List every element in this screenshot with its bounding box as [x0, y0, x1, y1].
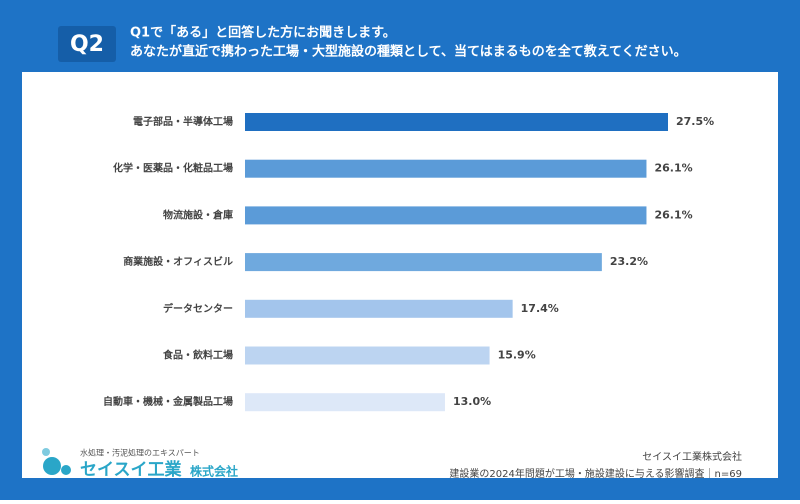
survey-note: 建設業の2024年問題が工場・施設建設に与える影響調査｜n=69	[449, 467, 742, 480]
question-line: Q1で「ある」と回答した方にお聞きします。	[130, 25, 396, 41]
category-label: 自動車・機械・金属製品工場	[103, 395, 233, 408]
value-label: 23.2%	[610, 255, 648, 268]
logo-tagline: 水処理・汚泥処理のエキスパート	[80, 448, 200, 458]
value-label: 15.9%	[498, 349, 536, 362]
value-label: 13.0%	[453, 395, 491, 408]
bar	[245, 159, 647, 178]
bar	[245, 393, 445, 412]
category-label: 商業施設・オフィスビル	[123, 255, 233, 268]
bar	[245, 299, 513, 318]
badge-box	[58, 26, 116, 62]
value-label: 26.1%	[654, 162, 692, 175]
bar	[245, 253, 602, 272]
value-label: 17.4%	[521, 302, 559, 315]
category-label: 物流施設・倉庫	[163, 208, 233, 221]
bar	[245, 113, 668, 131]
category-label: データセンター	[163, 302, 233, 315]
badge: Q2	[70, 32, 104, 57]
value-label: 26.1%	[654, 208, 692, 221]
question-line: あなたが直近で携わった工場・大型施設の種類として、当てはまるものを全て教えてくだ…	[130, 44, 687, 60]
logo-suffix: 株式会社	[190, 464, 238, 479]
bar	[245, 206, 647, 225]
category-label: 電子部品・半導体工場	[133, 115, 233, 128]
category-label: 食品・飲料工場	[162, 349, 233, 362]
value-label: 27.5%	[676, 115, 714, 128]
category-label: 化学・医薬品・化粧品工場	[113, 162, 233, 175]
bar	[245, 346, 490, 365]
logo-icon	[42, 448, 71, 475]
panel	[22, 72, 778, 478]
company: セイスイ工業株式会社	[642, 450, 742, 463]
logo-name: セイスイ工業	[80, 459, 182, 480]
